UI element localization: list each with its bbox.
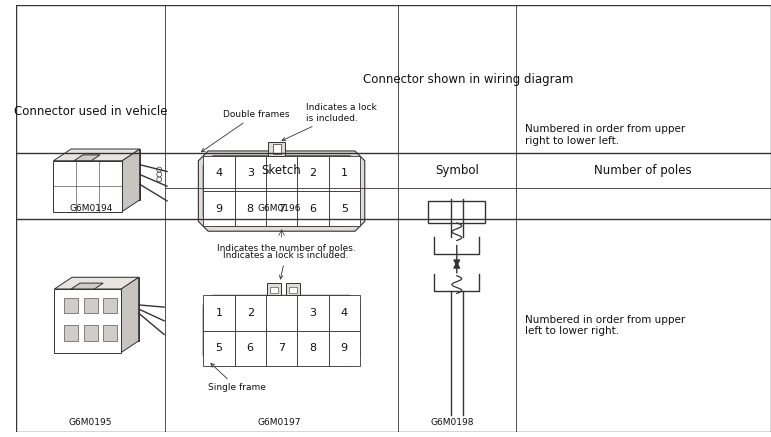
- Bar: [234, 295, 266, 330]
- Text: 5: 5: [341, 204, 348, 214]
- Circle shape: [157, 172, 162, 177]
- Text: 7: 7: [278, 343, 285, 353]
- Bar: [268, 142, 285, 156]
- Bar: [287, 283, 300, 295]
- Bar: [298, 330, 328, 366]
- Bar: [266, 156, 298, 191]
- Text: G6M0198: G6M0198: [430, 417, 473, 427]
- Polygon shape: [53, 149, 140, 161]
- Text: 6: 6: [309, 204, 316, 214]
- Text: Sketch: Sketch: [261, 164, 301, 177]
- Bar: [53, 161, 122, 212]
- Bar: [266, 330, 298, 366]
- Bar: [103, 325, 117, 341]
- Text: G6M0196: G6M0196: [258, 204, 301, 213]
- Bar: [298, 191, 328, 226]
- Text: Indicates a lock is included.: Indicates a lock is included.: [223, 251, 348, 279]
- Bar: [234, 330, 266, 366]
- Bar: [266, 295, 298, 330]
- Text: Number of poles: Number of poles: [594, 164, 692, 177]
- Text: 9: 9: [215, 204, 223, 214]
- Text: 2: 2: [247, 308, 254, 318]
- Text: Connector shown in wiring diagram: Connector shown in wiring diagram: [363, 73, 573, 86]
- Text: 6: 6: [247, 343, 254, 353]
- Polygon shape: [198, 151, 365, 231]
- Bar: [273, 144, 281, 154]
- Bar: [204, 191, 234, 226]
- Polygon shape: [71, 283, 103, 289]
- Polygon shape: [121, 277, 139, 353]
- Text: G6M0195: G6M0195: [69, 417, 113, 427]
- Circle shape: [157, 167, 162, 172]
- Bar: [328, 330, 360, 366]
- Text: Indicates a lock
is included.: Indicates a lock is included.: [282, 103, 377, 141]
- Text: Single frame: Single frame: [208, 364, 266, 392]
- Circle shape: [157, 177, 162, 182]
- Bar: [270, 287, 278, 293]
- Bar: [64, 325, 78, 341]
- Bar: [71, 149, 140, 200]
- Bar: [204, 156, 234, 191]
- Text: Symbol: Symbol: [435, 164, 479, 177]
- Polygon shape: [122, 149, 140, 212]
- Text: G6M0197: G6M0197: [258, 417, 301, 427]
- Text: Double frames: Double frames: [201, 110, 289, 152]
- Bar: [55, 289, 121, 353]
- Polygon shape: [55, 277, 139, 289]
- Text: Numbered in order from upper
left to lower right.: Numbered in order from upper left to low…: [525, 315, 685, 336]
- Text: 4: 4: [341, 308, 348, 318]
- Text: 9: 9: [341, 343, 348, 353]
- Bar: [84, 325, 98, 341]
- Text: 2: 2: [309, 169, 316, 178]
- Text: 1: 1: [215, 308, 222, 318]
- Bar: [64, 298, 78, 313]
- Text: 5: 5: [215, 343, 222, 353]
- Bar: [234, 191, 266, 226]
- Bar: [266, 191, 298, 226]
- Text: 7: 7: [278, 204, 285, 214]
- Polygon shape: [204, 295, 360, 366]
- Text: 8: 8: [309, 343, 316, 353]
- Bar: [234, 156, 266, 191]
- Bar: [328, 191, 360, 226]
- Bar: [328, 156, 360, 191]
- Bar: [298, 295, 328, 330]
- Bar: [267, 283, 281, 295]
- Bar: [328, 295, 360, 330]
- Text: Connector used in vehicle: Connector used in vehicle: [14, 105, 167, 118]
- Text: 1: 1: [341, 169, 348, 178]
- Bar: [298, 156, 328, 191]
- Bar: [103, 298, 117, 313]
- Text: G6M0194: G6M0194: [69, 204, 113, 213]
- Text: 8: 8: [247, 204, 254, 214]
- Bar: [429, 201, 485, 223]
- Text: 3: 3: [247, 169, 254, 178]
- Polygon shape: [74, 155, 100, 161]
- Bar: [204, 295, 234, 330]
- Bar: [72, 277, 139, 341]
- Text: 4: 4: [215, 169, 223, 178]
- Text: Indicates the number of poles.: Indicates the number of poles.: [217, 244, 356, 253]
- Text: Numbered in order from upper
right to lower left.: Numbered in order from upper right to lo…: [525, 125, 685, 146]
- Text: 3: 3: [309, 308, 316, 318]
- Bar: [289, 287, 298, 293]
- Bar: [84, 298, 98, 313]
- Bar: [204, 330, 234, 366]
